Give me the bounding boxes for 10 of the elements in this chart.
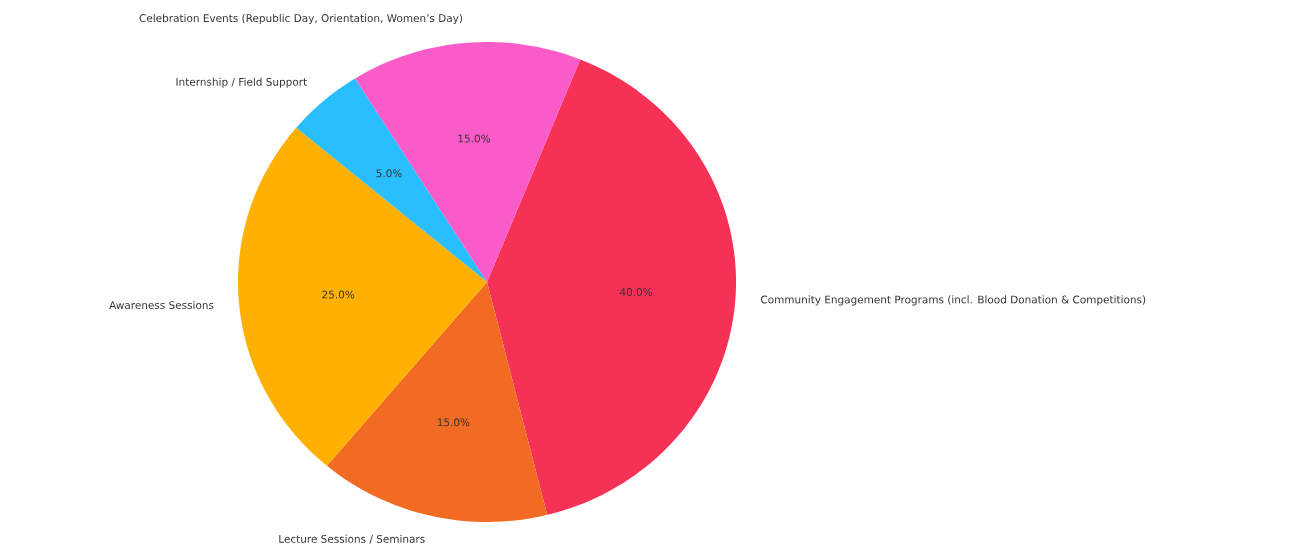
data-label: 15.0%: [437, 418, 470, 427]
data-label: 40.0%: [619, 288, 653, 296]
data-label: 5.0%: [376, 169, 402, 178]
data-label: 25.0%: [322, 290, 355, 299]
slice-label: Community Engagement Programs (incl. Blood Donation & Competitions): [761, 295, 1146, 306]
slice-label: Lecture Sessions / Seminars: [279, 534, 425, 544]
slice-label: Celebration Events (Republic Day, Orientation, Women’s Day): [139, 13, 463, 25]
data-label: 15.0%: [458, 134, 491, 143]
slice-label: Internship / Field Support: [176, 77, 307, 88]
slice-label: Awareness Sessions: [109, 300, 214, 310]
